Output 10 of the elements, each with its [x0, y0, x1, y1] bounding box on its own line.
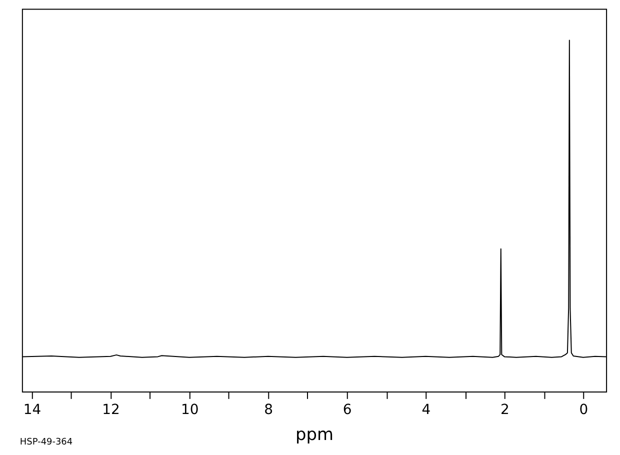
- x-tick-label: 4: [422, 402, 431, 418]
- x-tick-label: 14: [23, 402, 42, 418]
- x-tick-label: 10: [180, 402, 199, 418]
- x-tick-label: 6: [342, 402, 352, 418]
- x-tick-label: 2: [500, 402, 510, 418]
- x-tick-label: 12: [102, 402, 120, 418]
- x-tick-label: 8: [264, 402, 274, 418]
- x-axis-title: ppm: [295, 424, 334, 444]
- x-tick-label: 0: [579, 402, 588, 418]
- text: HSP-49-364: [20, 437, 73, 448]
